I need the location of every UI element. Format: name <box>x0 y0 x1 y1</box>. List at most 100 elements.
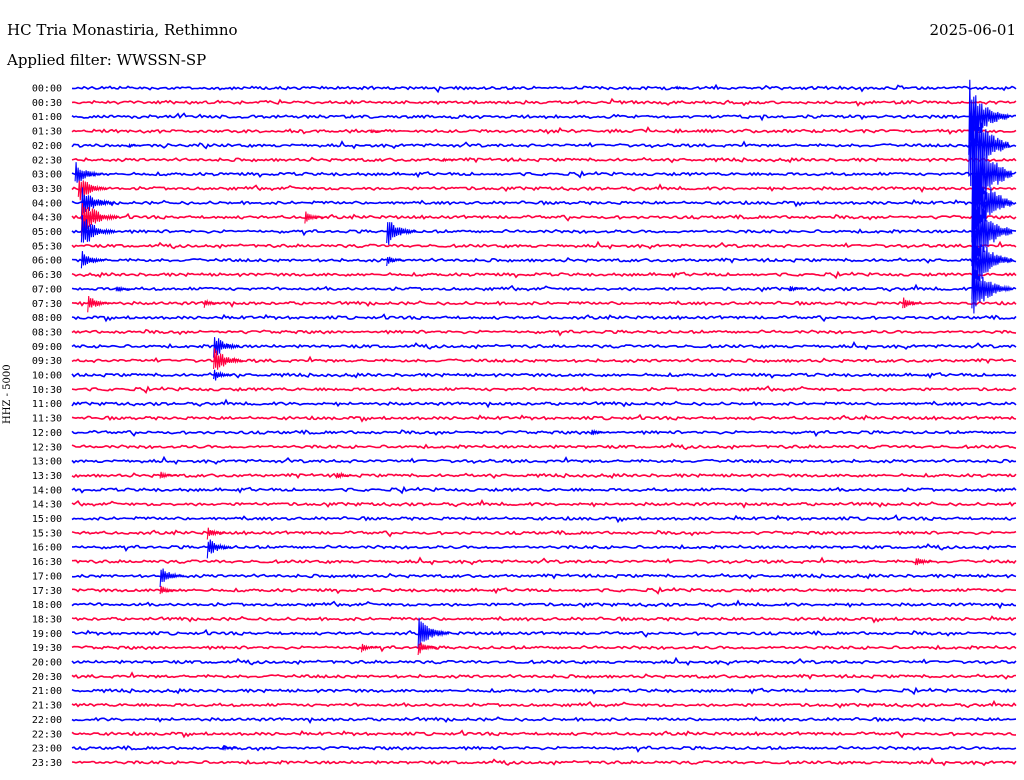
trace-line <box>71 572 1017 580</box>
row-time-label: 18:30 <box>32 614 62 625</box>
event-burst <box>675 85 689 91</box>
event-burst <box>213 369 233 381</box>
row-time-label: 10:30 <box>32 385 62 396</box>
trace-line <box>71 156 1017 164</box>
trace-line <box>71 615 1017 624</box>
row-time-label: 08:00 <box>32 313 62 324</box>
row-time-label: 16:00 <box>32 543 62 554</box>
row-time-label: 20:30 <box>32 672 62 683</box>
event-burst <box>206 527 226 540</box>
trace-line <box>71 644 1017 653</box>
trace-line <box>71 270 1017 280</box>
trace-line <box>71 671 1017 680</box>
trace-line <box>71 240 1017 250</box>
trace-line <box>71 529 1017 538</box>
trace-line <box>71 686 1017 696</box>
trace-line <box>71 398 1017 409</box>
event-burst <box>386 222 418 245</box>
event-burst <box>386 256 404 267</box>
trace-line <box>71 170 1017 179</box>
event-burst <box>213 348 244 370</box>
station-title: HC Tria Monastiria, Rethimno <box>7 21 238 39</box>
event-burst <box>360 643 378 653</box>
trace-line <box>71 599 1017 610</box>
event-burst <box>914 558 934 566</box>
trace-line <box>71 442 1017 451</box>
row-time-label: 23:30 <box>32 758 62 769</box>
trace-line <box>71 514 1017 524</box>
event-burst <box>80 251 106 269</box>
trace-line <box>71 199 1017 208</box>
event-burst <box>442 157 456 163</box>
event-burst <box>590 428 606 436</box>
trace-line <box>71 83 1017 94</box>
trace-line <box>71 729 1017 739</box>
trace-line <box>72 586 1017 595</box>
row-time-label: 21:00 <box>32 686 62 697</box>
trace-line <box>71 300 1017 308</box>
row-time-label: 14:00 <box>32 485 62 496</box>
trace-line <box>71 656 1017 666</box>
trace-line <box>71 556 1017 566</box>
row-time-label: 15:00 <box>32 514 62 525</box>
event-burst <box>222 745 237 752</box>
row-time-label: 07:00 <box>32 284 62 295</box>
event-burst <box>370 128 384 134</box>
trace-line <box>71 498 1017 509</box>
trace-line <box>71 385 1017 395</box>
trace-line <box>71 283 1017 293</box>
row-time-label: 11:30 <box>32 414 62 425</box>
row-time-label: 19:00 <box>32 629 62 640</box>
event-burst <box>417 617 450 649</box>
trace-line <box>71 313 1017 323</box>
event-burst <box>335 471 353 480</box>
trace-line <box>71 228 1017 237</box>
trace-line <box>71 183 1017 194</box>
row-time-label: 15:30 <box>32 528 62 539</box>
row-time-label: 18:00 <box>32 600 62 611</box>
trace-line <box>71 628 1017 638</box>
trace-line <box>71 699 1017 709</box>
event-burst <box>159 471 177 480</box>
row-time-label: 04:00 <box>32 198 62 209</box>
row-time-label: 12:00 <box>32 428 62 439</box>
trace-line <box>71 413 1017 423</box>
row-time-label: 14:30 <box>32 500 62 511</box>
trace-line <box>71 126 1017 136</box>
trace-line <box>71 472 1017 480</box>
row-time-label: 12:30 <box>32 442 62 453</box>
row-time-label: 13:00 <box>32 457 62 468</box>
row-time-label: 01:30 <box>32 127 62 138</box>
row-time-label: 17:00 <box>32 571 62 582</box>
event-burst <box>206 539 232 559</box>
row-time-label: 23:00 <box>32 744 62 755</box>
event-burst <box>87 295 111 313</box>
event-burst <box>80 203 118 237</box>
event-burst <box>203 298 221 308</box>
event-burst <box>128 143 141 148</box>
row-time-label: 16:30 <box>32 557 62 568</box>
row-time-label: 21:30 <box>32 701 62 712</box>
event-burst <box>788 285 804 292</box>
event-burst <box>159 568 185 588</box>
trace-line <box>71 485 1017 495</box>
row-time-label: 05:00 <box>32 227 62 238</box>
row-time-label: 02:30 <box>32 155 62 166</box>
event-burst <box>971 161 1013 249</box>
trace-line <box>71 256 1017 264</box>
event-burst <box>971 228 1013 300</box>
row-time-label: 02:00 <box>32 141 62 152</box>
row-time-label: 09:00 <box>32 342 62 353</box>
row-time-label: 04:30 <box>32 213 62 224</box>
row-time-label: 07:30 <box>32 299 62 310</box>
row-time-label: 22:00 <box>32 715 62 726</box>
row-time-label: 03:30 <box>32 184 62 195</box>
event-burst <box>971 260 1013 314</box>
row-time-label: 09:30 <box>32 356 62 367</box>
row-time-label: 06:00 <box>32 256 62 267</box>
event-burst <box>80 187 113 220</box>
row-time-label: 08:30 <box>32 327 62 338</box>
row-time-label: 00:00 <box>32 84 62 95</box>
row-time-label: 00:30 <box>32 98 62 109</box>
row-time-label: 20:00 <box>32 658 62 669</box>
